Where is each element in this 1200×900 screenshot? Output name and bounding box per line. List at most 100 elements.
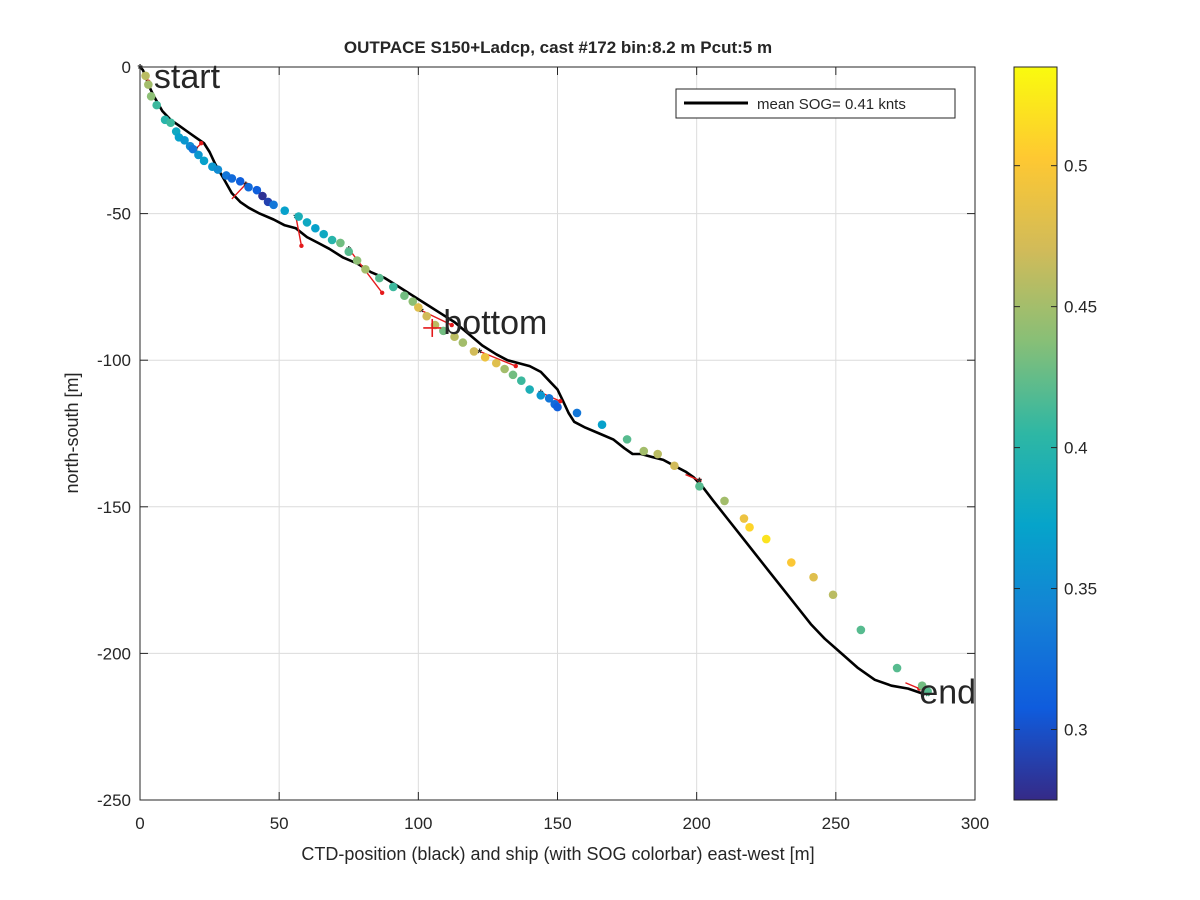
sog-point bbox=[344, 247, 354, 257]
sog-points bbox=[141, 71, 932, 696]
sog-point bbox=[408, 297, 418, 306]
sog-point bbox=[745, 523, 754, 532]
ship-segment-end bbox=[697, 478, 702, 483]
sog-point bbox=[597, 420, 607, 430]
x-tick-label: 250 bbox=[822, 814, 850, 833]
annotation-start: start bbox=[154, 58, 221, 96]
y-tick-label: -50 bbox=[106, 205, 131, 224]
chart-title: OUTPACE S150+Ladcp, cast #172 bin:8.2 m … bbox=[344, 38, 772, 57]
sog-point bbox=[146, 92, 156, 101]
ctd-track bbox=[139, 66, 926, 696]
ship-fix-marker: * bbox=[477, 345, 483, 360]
sog-point bbox=[622, 435, 632, 444]
ship-fix-marker: * bbox=[419, 304, 425, 319]
sog-point bbox=[199, 156, 209, 166]
sog-point bbox=[319, 229, 329, 239]
colorbar-tick-label: 0.45 bbox=[1064, 298, 1097, 317]
ship-segment-end bbox=[558, 399, 563, 404]
x-tick-label: 300 bbox=[961, 814, 989, 833]
ctd-track-line bbox=[139, 66, 926, 696]
sog-point bbox=[517, 376, 526, 386]
sog-point bbox=[422, 311, 431, 321]
x-tick-label: 200 bbox=[682, 814, 710, 833]
legend-entry-mean-sog: mean SOG= 0.41 knts bbox=[757, 96, 906, 113]
sog-point bbox=[639, 446, 649, 456]
sog-point bbox=[892, 663, 902, 673]
sog-point bbox=[450, 332, 459, 342]
sog-point bbox=[458, 338, 468, 347]
sog-point bbox=[414, 303, 423, 312]
x-tick-label: 100 bbox=[404, 814, 432, 833]
y-axis-label: north-south [m] bbox=[62, 372, 82, 493]
sog-point bbox=[491, 358, 501, 368]
sog-point bbox=[553, 402, 562, 412]
y-tick-label: -200 bbox=[97, 644, 131, 663]
sog-point bbox=[194, 150, 203, 160]
sog-point bbox=[739, 514, 749, 523]
annotation-end: end bbox=[919, 674, 976, 712]
sog-point bbox=[480, 352, 490, 362]
x-tick-label: 0 bbox=[135, 814, 144, 833]
y-tick-label: 0 bbox=[122, 58, 131, 77]
ship-segment bbox=[295, 216, 303, 246]
sog-point bbox=[536, 391, 546, 400]
sog-point bbox=[188, 144, 198, 154]
sog-point bbox=[235, 177, 245, 186]
colorbar-tick-label: 0.3 bbox=[1064, 721, 1088, 740]
sog-point bbox=[252, 185, 262, 195]
sog-point bbox=[294, 212, 303, 221]
axis-ticks: 0 50 100 150 200 250 300 0 -50 -100 -150 -200 -250 bbox=[97, 58, 989, 833]
sog-point bbox=[302, 218, 312, 227]
sog-point bbox=[670, 461, 679, 471]
sog-point bbox=[809, 572, 818, 582]
sog-point bbox=[180, 136, 189, 145]
y-tick-label: -100 bbox=[97, 351, 131, 370]
annotation-bottom: bottom bbox=[443, 304, 547, 342]
sog-point bbox=[544, 394, 554, 403]
annotations: start bottom end bbox=[154, 58, 976, 712]
sog-point bbox=[720, 496, 729, 506]
y-tick-label: -250 bbox=[97, 791, 131, 810]
sog-point bbox=[244, 182, 253, 192]
sog-point bbox=[923, 687, 932, 696]
sog-point bbox=[280, 206, 290, 215]
legend: mean SOG= 0.41 knts bbox=[675, 88, 956, 119]
ship-segment bbox=[231, 183, 247, 200]
ship-segment-end bbox=[299, 243, 304, 249]
colorbar-ticks: 0.3 0.35 0.4 0.45 0.5 bbox=[1014, 157, 1097, 740]
sog-point bbox=[469, 347, 479, 356]
sog-point bbox=[400, 291, 409, 300]
sog-point bbox=[572, 408, 582, 418]
sog-point bbox=[388, 282, 398, 292]
sog-point bbox=[508, 370, 518, 380]
sog-point bbox=[761, 534, 771, 544]
sog-point bbox=[141, 71, 150, 81]
grid-lines bbox=[140, 67, 975, 800]
sog-point bbox=[787, 558, 796, 567]
x-tick-label: 150 bbox=[543, 814, 571, 833]
x-tick-label: 50 bbox=[270, 814, 289, 833]
sog-point bbox=[917, 681, 927, 690]
ship-fix-marker: * bbox=[697, 474, 703, 489]
sog-point bbox=[213, 165, 223, 174]
sog-point bbox=[144, 80, 153, 89]
sog-point bbox=[258, 191, 267, 201]
sog-point bbox=[525, 385, 534, 394]
sog-point bbox=[856, 625, 866, 635]
ship-segment-end bbox=[449, 322, 454, 328]
sog-point bbox=[653, 449, 662, 459]
colorbar-tick-label: 0.5 bbox=[1064, 157, 1088, 176]
sog-point bbox=[152, 100, 161, 110]
sog-point bbox=[352, 256, 362, 265]
colorbar-tick-label: 0.35 bbox=[1064, 580, 1097, 599]
y-tick-label: -150 bbox=[97, 498, 131, 517]
sog-point bbox=[375, 273, 384, 283]
x-axis-label: CTD-position (black) and ship (with SOG … bbox=[301, 844, 814, 864]
ship-segment bbox=[905, 682, 920, 690]
ship-fix-marker: * bbox=[925, 688, 931, 703]
ship-segment-end bbox=[199, 141, 204, 146]
ship-segment-end bbox=[379, 290, 385, 295]
sog-point bbox=[227, 174, 237, 183]
sog-point bbox=[695, 481, 704, 491]
